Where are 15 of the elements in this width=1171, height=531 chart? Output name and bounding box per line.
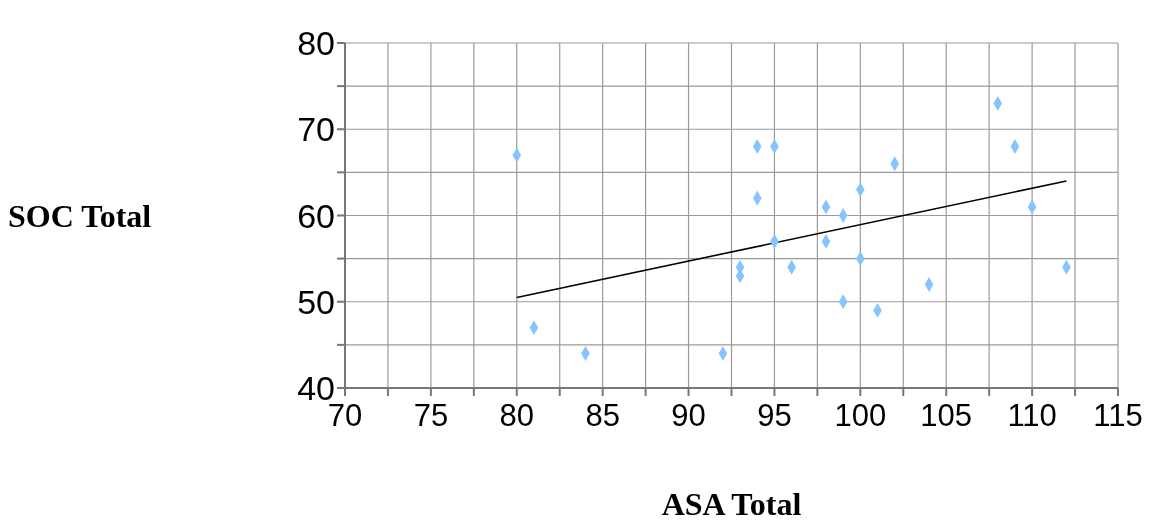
x-tick-label: 100	[834, 398, 887, 434]
x-tick-label: 110	[1007, 398, 1057, 434]
y-tick-label: 60	[297, 196, 335, 235]
x-tick-label: 90	[671, 398, 706, 434]
y-axis-title: SOC Total	[8, 197, 152, 234]
x-axis-title: ASA Total	[661, 486, 802, 522]
y-tick-label: 70	[297, 110, 335, 149]
x-tick-label: 105	[920, 398, 973, 434]
x-tick-label: 115	[1093, 398, 1143, 434]
x-tick-label: 80	[499, 398, 535, 434]
y-tick-label: 80	[297, 24, 335, 63]
x-tick-label: 85	[585, 398, 620, 434]
x-tick-label: 75	[413, 398, 449, 434]
x-tick-label: 95	[757, 398, 792, 434]
y-tick-label: 50	[297, 282, 335, 321]
